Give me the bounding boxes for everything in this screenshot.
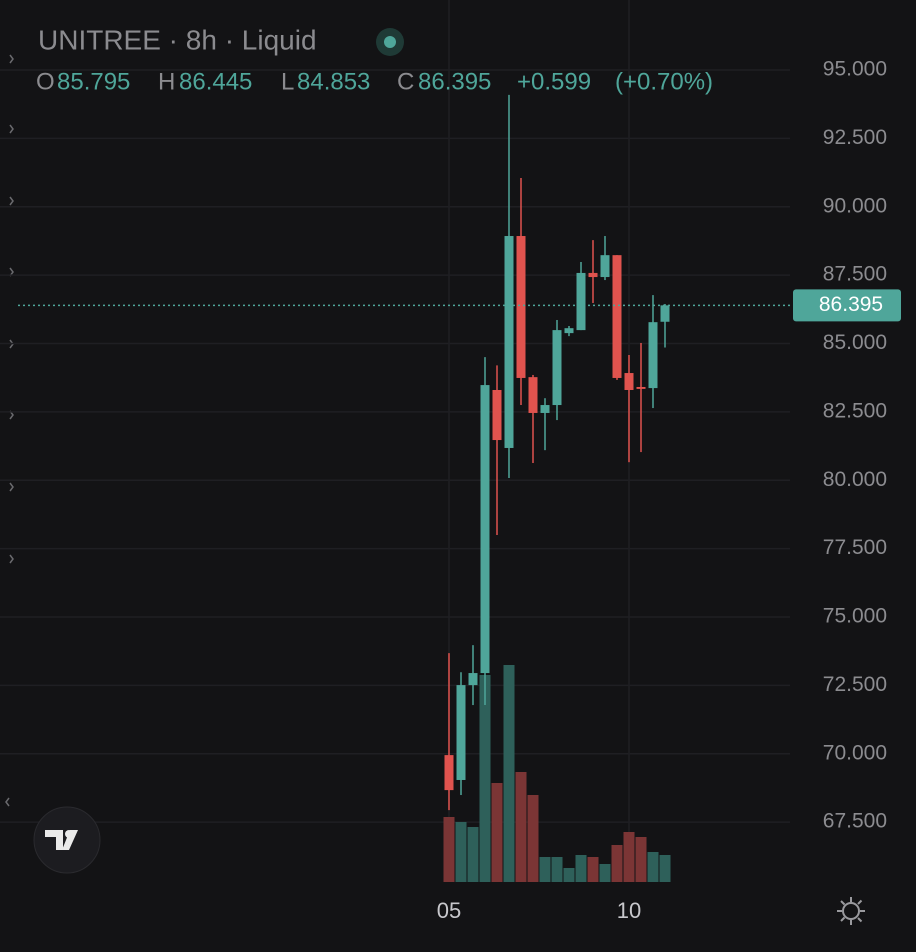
volume-bar: [623, 832, 635, 882]
ohlc-value: 84.853: [297, 68, 370, 95]
volume-bar: [575, 855, 587, 882]
volume-bar: [455, 822, 467, 882]
candle-body: [456, 685, 466, 780]
price-tag: [793, 289, 901, 322]
candle-body: [504, 236, 514, 448]
volume-bar: [479, 675, 491, 882]
ohlc-row: O 85.795 H 86.445 L 84.853 C 86.395 +0.5…: [36, 68, 713, 95]
change: +0.599: [517, 68, 591, 95]
y-tick-label: 85.000: [823, 331, 887, 354]
candle-body: [612, 255, 622, 378]
x-tick-label: 10: [617, 898, 641, 923]
volume-bar: [491, 783, 503, 882]
candle-body: [528, 377, 538, 413]
candle-body: [624, 373, 634, 390]
ohlc-label: C: [397, 68, 414, 95]
candle-body: [540, 405, 550, 413]
y-tick-label: 70.000: [823, 741, 887, 764]
y-tick-label: 75.000: [823, 605, 887, 628]
candle-body: [564, 328, 574, 334]
tv-logo[interactable]: [33, 806, 101, 874]
candle-body: [600, 255, 610, 278]
chevron: [9, 482, 14, 492]
y-tick-label: 82.500: [823, 399, 887, 422]
volume-bar: [635, 837, 647, 882]
ohlc-label: L: [281, 68, 294, 95]
chevron: [9, 124, 14, 134]
candle-body: [516, 236, 526, 378]
candle-body: [636, 386, 646, 389]
ohlc-label: H: [158, 68, 175, 95]
volume-bar: [587, 857, 599, 882]
change-pct: (+0.70%): [615, 68, 713, 95]
y-tick-label: 80.000: [823, 468, 887, 491]
y-tick-label: 67.500: [823, 810, 887, 833]
candle-body: [468, 673, 478, 686]
volume-bar: [647, 852, 659, 882]
chart-title: UNITREE · 8h · Liquid: [38, 24, 317, 55]
candle-body: [588, 272, 598, 278]
volume-bar: [443, 817, 455, 882]
gear-ring: [842, 902, 860, 920]
volume-bar: [563, 868, 575, 882]
x-tick-label: 05: [437, 898, 461, 923]
candle-body: [444, 755, 454, 791]
ohlc-label: O: [36, 68, 55, 95]
gear-teeth: [837, 897, 865, 925]
y-tick-label: 95.000: [823, 58, 887, 81]
volume-bar: [503, 665, 515, 882]
candle-body: [480, 385, 490, 674]
volume-bar: [599, 864, 611, 882]
candle-body: [660, 305, 670, 322]
plot: 67.500 70.000 72.500 75.000 77.500 80.000 82.5…: [0, 0, 887, 923]
volume-bar: [467, 827, 479, 882]
chevron: [9, 554, 14, 564]
candle-body: [552, 330, 562, 406]
y-tick-label: 72.500: [823, 673, 887, 696]
candle-body: [576, 272, 586, 331]
logo-dot: [65, 830, 73, 838]
ohlc-value: 86.395: [418, 68, 491, 95]
y-tick-label: 87.500: [823, 263, 887, 286]
y-tick-label: 77.500: [823, 536, 887, 559]
status-dot: [384, 36, 396, 48]
volume-bar: [515, 772, 527, 882]
volume-bar: [527, 795, 539, 882]
ohlc-value: 86.445: [179, 68, 252, 95]
price-tag-label: 86.395: [819, 293, 883, 316]
candle-body: [648, 322, 658, 389]
volume-bar: [539, 857, 551, 882]
y-tick-label: 92.500: [823, 126, 887, 149]
volume-bar: [611, 845, 623, 882]
y-tick-label: 90.000: [823, 194, 887, 217]
chevron: [9, 196, 14, 206]
ohlc-value: 85.795: [57, 68, 130, 95]
volume-bar: [551, 857, 563, 882]
settings-icon[interactable]: [837, 897, 865, 925]
volume-bar: [659, 855, 671, 882]
chevron: [5, 797, 10, 807]
chevron: [9, 54, 14, 64]
candle-body: [492, 389, 502, 441]
